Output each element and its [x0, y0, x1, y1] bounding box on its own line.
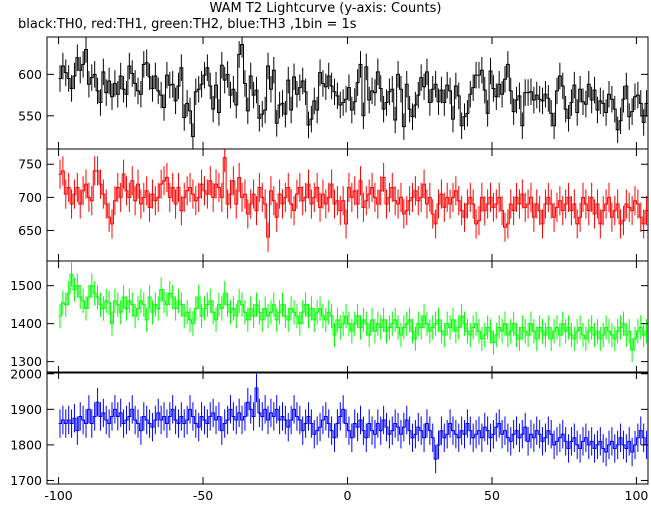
y-tick-label: 1700 [10, 473, 42, 488]
y-tick-label: 650 [18, 223, 42, 238]
series-th2 [58, 262, 648, 363]
y-tick-label: 1800 [10, 437, 42, 452]
panel-th0: 550 600 [18, 36, 649, 150]
x-tick-label: 0 [344, 488, 352, 503]
x-tick-label: -50 [193, 488, 213, 503]
x-tick-label: 50 [484, 488, 500, 503]
series-th3 [58, 373, 648, 474]
y-tick-label: 700 [18, 190, 42, 205]
chart-subtitle: black:TH0, red:TH1, green:TH2, blue:TH3 … [18, 17, 357, 32]
chart-title: WAM T2 Lightcurve (y-axis: Counts) [209, 1, 442, 16]
y-tick-label: 1500 [10, 278, 42, 293]
y-tick-label: 550 [18, 108, 42, 123]
y-tick-label: 600 [18, 67, 42, 82]
y-tick-label: 2000 [10, 366, 42, 381]
y-tick-label: 750 [18, 157, 42, 172]
x-tick-label: -100 [44, 488, 72, 503]
y-tick-label: 1300 [10, 354, 42, 369]
panel-th1: 650 700 750 [18, 148, 649, 262]
series-th0 [58, 37, 648, 149]
panel-th2: 1300 1400 1500 [10, 260, 649, 374]
lightcurve-line [58, 387, 648, 460]
y-tick-label: 1400 [10, 316, 42, 331]
y-tick-label: 1900 [10, 402, 42, 417]
panel-th3: 1700 1800 1900 2000 [10, 366, 649, 488]
x-tick-label: 100 [625, 488, 649, 503]
series-th1 [58, 149, 648, 252]
